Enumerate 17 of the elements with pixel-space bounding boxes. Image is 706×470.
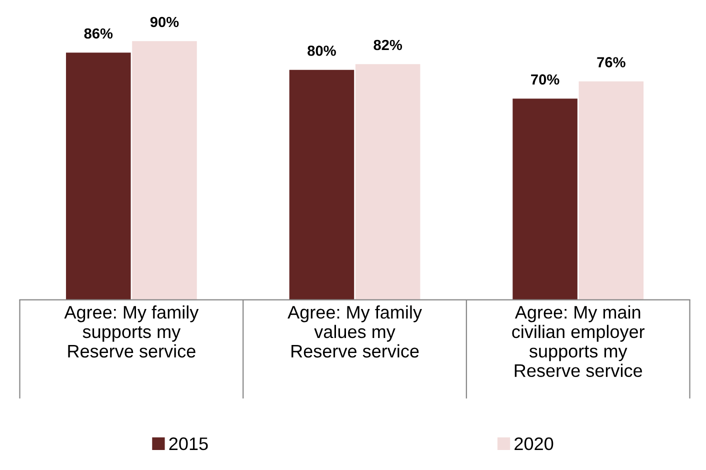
bar xyxy=(66,52,131,300)
bar xyxy=(578,81,644,300)
x-tick-label: Agree: My family supports my Reserve service xyxy=(64,305,199,358)
x-tick-label: Agree: My main civilian employer supports my Reserve service xyxy=(512,305,645,378)
data-label: 70% xyxy=(531,74,560,85)
bar xyxy=(132,41,197,300)
bar xyxy=(355,64,420,300)
data-label: 80% xyxy=(308,46,336,56)
legend-label: 2020 xyxy=(514,437,554,450)
x-tick-label: Agree: My family values my Reserve service xyxy=(288,305,422,358)
legend-label: 2015 xyxy=(169,437,208,450)
data-label: 76% xyxy=(597,57,626,68)
bar xyxy=(289,70,354,300)
data-label: 90% xyxy=(150,16,179,28)
data-label: 86% xyxy=(84,28,113,39)
data-label: 82% xyxy=(374,40,402,50)
bar xyxy=(512,98,578,300)
